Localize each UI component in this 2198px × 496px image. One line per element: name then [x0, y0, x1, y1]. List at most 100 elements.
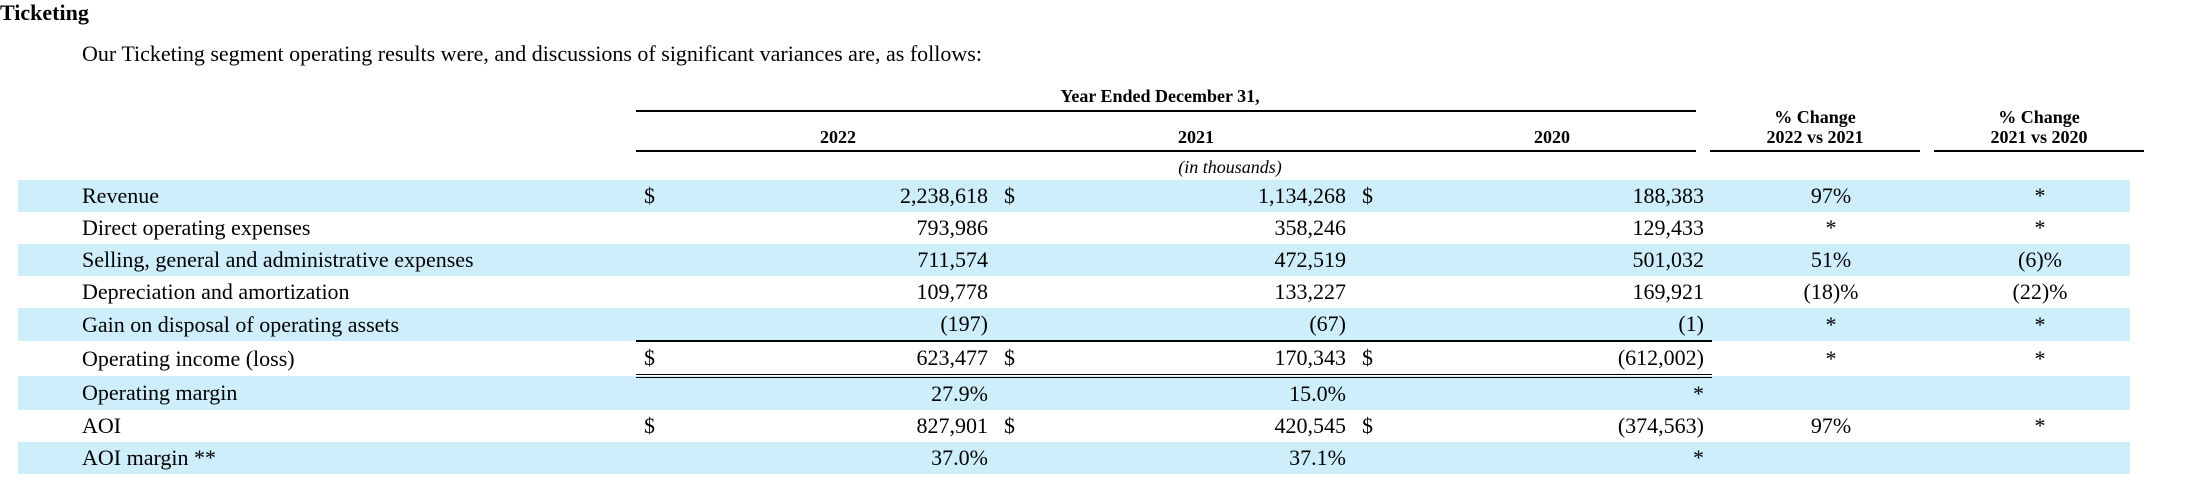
table-row: Depreciation and amortization 109,778 133,… [18, 276, 2130, 308]
pct-change-header-2-line2: 2021 vs 2020 [1990, 127, 2088, 147]
dollar-sign-2020 [1354, 376, 1414, 410]
dollar-sign-2021 [996, 376, 1056, 410]
value-2021: 170,343 [1056, 341, 1354, 378]
value-2020: (1) [1414, 308, 1712, 342]
pct-change-2021-vs-2020: * [1950, 308, 2130, 341]
spacer [1936, 341, 1950, 376]
table-row: AOI margin ** 37.0% 37.1% * [18, 442, 2130, 474]
pct-change-header-2: % Change 2021 vs 2020 [1934, 107, 2144, 147]
value-2020: 169,921 [1632, 279, 1705, 304]
pct-change-2021-vs-2020: * [1950, 180, 2130, 212]
value-2022: 793,986 [916, 215, 989, 240]
pct-change-header-1: % Change 2022 vs 2021 [1710, 107, 1920, 147]
table-row: Operating margin 27.9% 15.0% * [18, 376, 2130, 410]
dollar-sign-2022 [636, 442, 696, 474]
year-group-header: Year Ended December 31, [1060, 86, 1260, 106]
dollar-sign-2021: $ [1004, 413, 1015, 438]
spacer [1712, 341, 1726, 376]
pct-change-2021-vs-2020: (22)% [2012, 279, 2068, 304]
dollar-sign-2022: $ [636, 341, 696, 378]
dollar-sign-2021 [996, 308, 1056, 342]
dollar-sign-2022 [636, 308, 696, 342]
pct-change-rule-2 [1934, 150, 2144, 152]
pct-change-2022-vs-2021: * [1825, 215, 1837, 240]
year-header-2021: 2021 [1178, 127, 1214, 147]
value-2021: 420,545 [1274, 413, 1347, 438]
row-label: AOI margin ** [18, 442, 636, 474]
spacer [1712, 308, 1726, 341]
row-label: Selling, general and administrative expe… [18, 244, 636, 276]
spacer [1936, 244, 1950, 276]
row-label: AOI [82, 413, 122, 438]
pct-change-2021-vs-2020: * [2034, 345, 2046, 371]
table-row: Gain on disposal of operating assets (197… [18, 308, 2130, 342]
pct-change-2022-vs-2021: * [1825, 345, 1837, 371]
value-2022: 2,238,618 [696, 180, 996, 212]
pct-change-2021-vs-2020 [1950, 442, 2130, 474]
row-label: Gain on disposal of operating assets [18, 308, 636, 341]
year-header-2022: 2022 [820, 127, 856, 147]
spacer [1936, 308, 1950, 341]
dollar-sign-2021 [996, 442, 1056, 474]
value-2020: 188,383 [1414, 180, 1712, 212]
pct-change-2022-vs-2021: 97% [1726, 180, 1936, 212]
dollar-sign-2022 [636, 376, 696, 410]
spacer [1712, 180, 1726, 212]
dollar-sign-2022: $ [644, 413, 655, 438]
spacer [1712, 376, 1726, 410]
dollar-sign-2021 [996, 244, 1056, 276]
value-2020: * [1414, 376, 1712, 410]
year-header-rule [636, 150, 1696, 152]
value-2022: 711,574 [696, 244, 996, 276]
value-2020: 501,032 [1414, 244, 1712, 276]
value-2020: 129,433 [1632, 215, 1705, 240]
value-2022: 27.9% [696, 376, 996, 410]
pct-change-2021-vs-2020: * [2034, 215, 2046, 240]
value-2021: 133,227 [1274, 279, 1347, 304]
spacer [1936, 410, 1950, 442]
table-row: AOI $827,901 $420,545 $ (374,563) 97% * [18, 410, 2130, 442]
dollar-sign-2022 [636, 276, 696, 308]
dollar-sign-2021: $ [996, 341, 1056, 378]
units-note: (in thousands) [1178, 157, 1282, 177]
pct-change-2021-vs-2020: (6)% [1950, 244, 2130, 276]
value-2022: 109,778 [916, 279, 989, 304]
section-title: Ticketing [0, 0, 89, 25]
dollar-sign-2021: $ [996, 180, 1056, 212]
pct-change-header-1-line1: % Change [1774, 107, 1856, 127]
spacer [1936, 442, 1950, 474]
spacer [1712, 276, 1726, 308]
spacer [1936, 376, 1950, 410]
dollar-sign-2020 [1354, 308, 1414, 342]
pct-change-2022-vs-2021 [1726, 442, 1936, 474]
value-2021: 1,134,268 [1056, 180, 1354, 212]
value-2021: 358,246 [1274, 215, 1347, 240]
intro-paragraph: Our Ticketing segment operating results … [82, 41, 982, 66]
year-group-rule [636, 110, 1696, 112]
row-label: Depreciation and amortization [82, 279, 350, 304]
table-row: Operating income (loss) $623,477 $170,343 $… [18, 341, 2130, 378]
value-2020: * [1414, 442, 1712, 474]
pct-change-2022-vs-2021: * [1726, 308, 1936, 341]
spacer [1712, 442, 1726, 474]
value-2022: 827,901 [916, 413, 989, 438]
value-2021: (67) [1056, 308, 1354, 342]
value-2021: 472,519 [1056, 244, 1354, 276]
ticketing-results-table: Revenue $2,238,618 $1,134,268 $188,383 97% * D… [18, 180, 2130, 474]
spacer [1712, 212, 1726, 244]
row-label: Direct operating expenses [82, 215, 311, 240]
spacer [1936, 212, 1950, 244]
pct-change-header-1-line2: 2022 vs 2021 [1766, 127, 1864, 147]
value-2022: 623,477 [696, 341, 996, 378]
dollar-sign-2020 [1354, 276, 1414, 308]
pct-change-2022-vs-2021: 51% [1726, 244, 1936, 276]
pct-change-rule-1 [1710, 150, 1920, 152]
value-2021: 37.1% [1056, 442, 1354, 474]
row-label: Operating income (loss) [82, 345, 295, 371]
pct-change-2022-vs-2021 [1726, 376, 1936, 410]
spacer [1936, 276, 1950, 308]
dollar-sign-2021 [996, 276, 1056, 308]
row-label: Revenue [18, 180, 636, 212]
table-row: Revenue $2,238,618 $1,134,268 $188,383 97% * [18, 180, 2130, 212]
row-label: Operating margin [18, 376, 636, 410]
